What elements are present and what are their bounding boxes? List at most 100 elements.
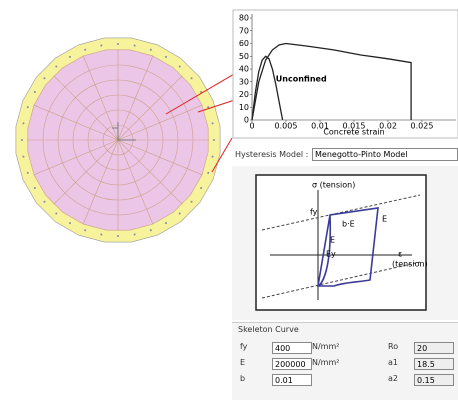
rebar — [117, 43, 119, 45]
loop — [317, 207, 379, 287]
value-field[interactable]: 400 — [272, 342, 312, 354]
diagram-label: E — [382, 215, 387, 224]
rebar — [178, 65, 181, 68]
y-tick-label: 60 — [239, 39, 249, 48]
x-tick-label: 0.02 — [379, 122, 397, 131]
radial — [53, 75, 119, 141]
rebar — [133, 233, 136, 236]
rebar — [207, 106, 210, 109]
value-field: 20 — [414, 342, 454, 354]
value-field[interactable]: 200000 — [272, 358, 312, 370]
rebar — [43, 200, 46, 203]
x-axis-label: Concrete strain — [323, 128, 384, 137]
label: Hysteresis Model : — [235, 150, 309, 159]
diagram-label: σ (tension) — [312, 181, 355, 190]
axes-icon — [112, 122, 136, 141]
radial — [117, 75, 183, 141]
rebar — [33, 187, 36, 189]
rebar — [190, 77, 193, 80]
field-label: a1 — [388, 358, 398, 367]
rebar — [165, 222, 167, 225]
radial — [82, 55, 119, 141]
chart-frame — [232, 9, 458, 139]
y-tick-label: 10 — [239, 103, 249, 112]
field-label: E — [240, 358, 246, 367]
rebar — [149, 229, 152, 232]
rebar — [22, 122, 25, 125]
rebar — [100, 233, 103, 236]
rebar — [133, 44, 136, 47]
rebar — [211, 122, 214, 125]
rebar — [178, 212, 181, 215]
rebar — [21, 139, 23, 141]
y-tick-label: 70 — [239, 26, 249, 35]
rebar — [69, 55, 71, 58]
rebar — [165, 55, 167, 58]
x-tick-label: 0.015 — [343, 122, 366, 131]
radial — [117, 139, 183, 205]
rebar — [200, 187, 203, 189]
diagram-label: fy — [310, 208, 318, 217]
field-label: Ro — [388, 342, 399, 351]
value-field[interactable]: 0.01 — [272, 374, 312, 386]
y-tick-label: 40 — [239, 65, 249, 74]
rebar — [200, 91, 203, 93]
rebar — [211, 155, 214, 158]
y-tick-label: 80 — [239, 14, 249, 23]
rebar — [117, 235, 119, 237]
y-tick-label: 0 — [244, 116, 249, 125]
y-tick-label: 20 — [239, 90, 249, 99]
field-label: N/mm² — [312, 358, 340, 367]
field-label: b — [240, 374, 246, 383]
diagram-label: (tension) — [392, 260, 428, 269]
pointer-arrow — [211, 137, 233, 173]
x-tick-label: 0 — [249, 122, 254, 131]
field-label: N/mm² — [312, 342, 340, 351]
radial — [117, 55, 154, 141]
envelope — [261, 194, 421, 299]
rebar — [26, 106, 29, 109]
group-title: Skeleton Curve — [238, 325, 299, 334]
y-tick-label: 30 — [239, 77, 249, 86]
rebar — [207, 171, 210, 174]
rebar — [84, 48, 87, 51]
curve — [251, 42, 412, 121]
rebar — [55, 65, 58, 68]
rebar — [213, 139, 215, 141]
radial — [33, 139, 119, 176]
diagram-label: ε — [398, 250, 402, 259]
curve — [251, 55, 284, 121]
rebar — [55, 212, 58, 215]
rebar — [22, 155, 25, 158]
annotation: Unconfined — [276, 75, 327, 84]
y-tick-label: 50 — [239, 52, 249, 61]
rebar — [43, 77, 46, 80]
value-field: 0.15 — [414, 374, 454, 386]
x-tick-label: 0.005 — [275, 122, 298, 131]
radial — [117, 139, 203, 176]
rebar — [190, 200, 193, 203]
field-label: fy — [240, 342, 248, 351]
rebar — [33, 91, 36, 93]
rebar — [69, 222, 71, 225]
rebar — [26, 171, 29, 174]
radial — [117, 104, 203, 141]
radial — [117, 139, 154, 225]
radial — [82, 139, 119, 225]
dropdown[interactable]: Menegotto-Pinto Model — [312, 148, 458, 161]
diagram-box — [255, 174, 427, 311]
diagram-label: E — [330, 236, 335, 245]
radial — [53, 139, 119, 205]
diagram-label: b·E — [342, 220, 355, 229]
field-label: a2 — [388, 374, 398, 383]
rebar — [100, 44, 103, 47]
x-tick-label: 0.025 — [411, 122, 434, 131]
rebar — [149, 48, 152, 51]
rebar — [84, 229, 87, 232]
diagram-label: Ey — [326, 250, 336, 259]
value-field: 18.5 — [414, 358, 454, 370]
radial — [33, 104, 119, 141]
